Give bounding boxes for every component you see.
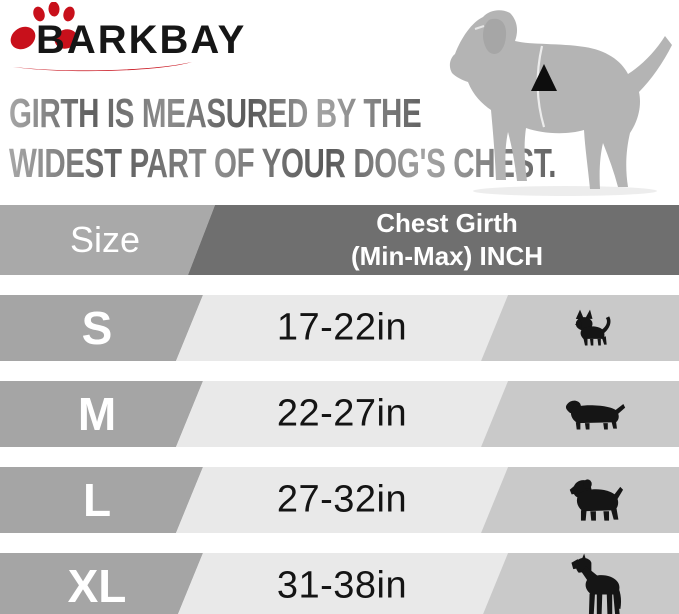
great-dane-icon	[566, 553, 624, 614]
dachshund-icon	[563, 395, 627, 433]
header-size-cell: Size	[0, 205, 215, 275]
dog-girth-illustration	[449, 10, 672, 196]
header-girth-cell: Chest Girth (Min-Max) INCH	[188, 205, 679, 275]
size-label: XL	[67, 560, 127, 612]
rottweiler-icon	[566, 476, 624, 524]
size-label: M	[77, 388, 117, 440]
girth-instruction-text: GIRTH IS MEASURED BY THE WIDEST PART OF …	[9, 88, 569, 188]
girth-value: 31-38in	[276, 564, 408, 607]
dog-body	[449, 10, 672, 190]
size-cell: S	[0, 295, 203, 361]
size-table: Size Chest Girth (Min-Max) INCH S 17-22i…	[0, 205, 679, 614]
paw-icon	[10, 2, 78, 50]
size-label: S	[81, 302, 113, 354]
header-girth-line-1: Chest Girth	[376, 208, 518, 238]
girth-cell: 17-22in	[176, 295, 508, 361]
girth-cell: 31-38in	[176, 553, 508, 614]
header-size-label: Size	[69, 219, 141, 260]
table-row-l: L 27-32in	[0, 467, 679, 533]
girth-value: 22-27in	[276, 392, 408, 435]
table-row-m: M 22-27in	[0, 381, 679, 447]
table-row-xl: XL 31-38in	[0, 553, 679, 614]
size-label: L	[82, 474, 112, 526]
dog-icon-cell	[481, 467, 679, 533]
table-row-s: S 17-22in	[0, 295, 679, 361]
brand-logo: BARKBAY	[6, 2, 244, 80]
tagline-line-2: WIDEST PART OF YOUR DOG'S CHEST.	[9, 140, 557, 186]
dog-icon-cell	[481, 381, 679, 447]
tagline-line-1: GIRTH IS MEASURED BY THE	[9, 90, 422, 136]
brand-name: BARKBAY	[36, 18, 247, 62]
swoosh-underline	[13, 62, 192, 72]
chihuahua-icon	[570, 308, 620, 348]
size-cell: M	[0, 381, 203, 447]
chest-arrow-up-icon	[531, 64, 557, 91]
dog-eye	[474, 25, 485, 30]
table-header-row: Size Chest Girth (Min-Max) INCH	[0, 205, 679, 275]
dog-icon-cell	[481, 553, 679, 614]
size-cell: XL	[0, 553, 203, 614]
size-cell: L	[0, 467, 203, 533]
girth-cell: 22-27in	[176, 381, 508, 447]
girth-value: 27-32in	[276, 478, 408, 521]
dog-icon-cell	[481, 295, 679, 361]
girth-value: 17-22in	[276, 306, 408, 349]
girth-cell: 27-32in	[176, 467, 508, 533]
header-girth-label: Chest Girth (Min-Max) INCH	[351, 207, 543, 273]
dog-ear	[482, 18, 507, 55]
header-girth-line-2: (Min-Max) INCH	[350, 241, 544, 271]
